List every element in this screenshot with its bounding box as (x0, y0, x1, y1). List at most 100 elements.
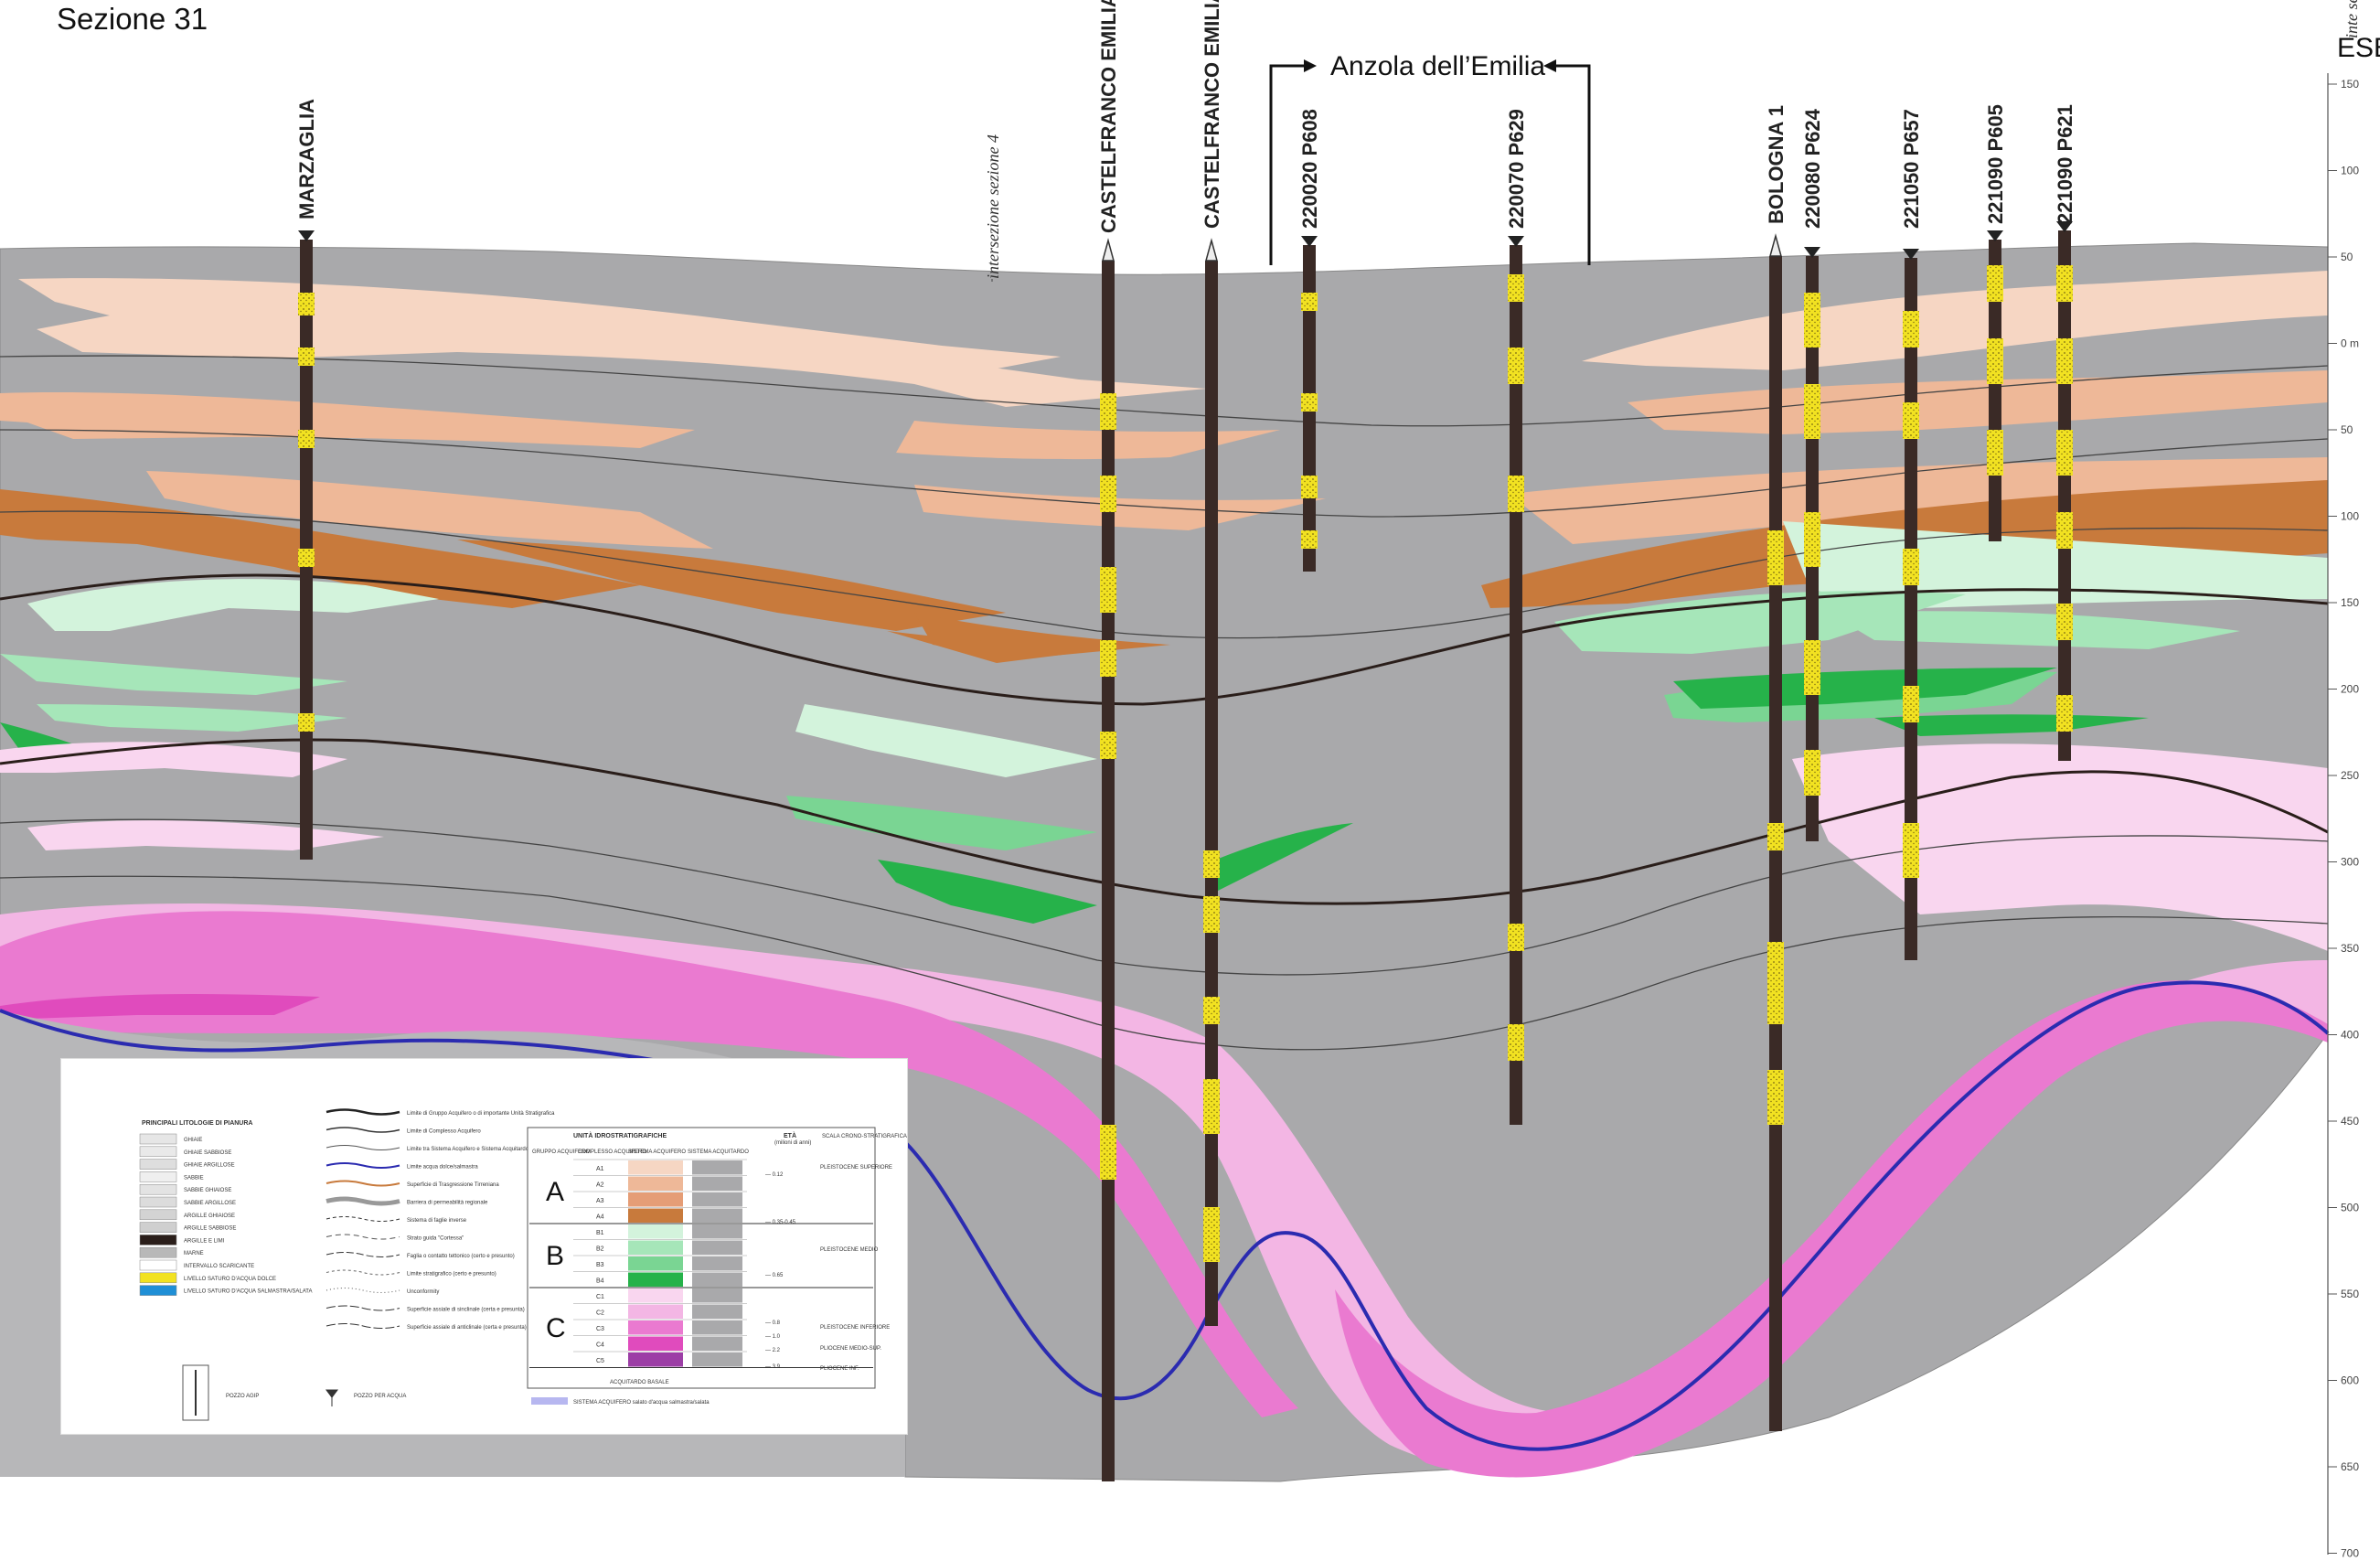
unit-a2-lens (146, 471, 713, 549)
unit-swatch (628, 1353, 683, 1367)
thin-limit-line (0, 429, 2329, 518)
aquitard-swatch (692, 1160, 742, 1175)
line-symbol-list: Limite di Gruppo Acquifero o di importan… (326, 1108, 555, 1331)
age-value: — 0.35-0.45 (765, 1220, 796, 1225)
unit-b3-lens (786, 796, 1097, 850)
unit-a2-lens (914, 485, 1326, 530)
unit-c1-band (27, 820, 384, 850)
scale-tick-label: 50 (2341, 251, 2353, 263)
well-sand-interval (1903, 311, 1919, 347)
agip-well-symbol (182, 1364, 209, 1421)
water-well-head-icon (1804, 247, 1820, 258)
aquitard-swatch (692, 1272, 742, 1287)
unit-a4-lens (457, 540, 1006, 631)
water-well-head-icon (1987, 230, 2003, 241)
line-symbol-label: Unconformity (407, 1289, 439, 1295)
well-name-label: 220080 P624 (1801, 108, 1824, 229)
scale-tick-label: 100 (2341, 510, 2359, 523)
well-name-label: 220070 P629 (1505, 109, 1528, 229)
agip-well-label: POZZO AGIP (226, 1394, 259, 1399)
well-sand-interval (1767, 1070, 1784, 1125)
water-well-head-icon (2056, 221, 2073, 232)
well-sand-interval (298, 293, 315, 315)
line-symbol (326, 1252, 400, 1257)
well-7: 220080 P624 (1801, 108, 1824, 841)
well-4: 220020 P608 (1298, 109, 1321, 572)
lithology-swatch (139, 1159, 177, 1170)
aquitard-swatch (692, 1320, 742, 1335)
units-rows: A1 A2 A3 A4 B1 B2 B3 B4 C1 C2 C3 C4 C5 A B C — 0.12 — 0.3… (529, 1159, 892, 1372)
scale-tick-label: 250 (2341, 769, 2359, 782)
well-sand-interval (1767, 530, 1784, 585)
lithology-swatch (139, 1285, 177, 1296)
unit-a2-lens (1628, 370, 2328, 434)
units-col-header: SISTEMA ACQUITARDO (688, 1149, 749, 1155)
unit-b1-lens (27, 579, 439, 631)
line-symbol-label: Strato guida "Cortessa" (407, 1236, 464, 1242)
unit-b1-lens (795, 704, 1097, 777)
scale-tick-label: 500 (2341, 1202, 2359, 1214)
units-title: UNITÀ IDROSTRATIGRAFICHE (573, 1131, 667, 1139)
lithology-label: SABBIE ARGILLOSE (184, 1201, 236, 1206)
well-sand-interval (1301, 293, 1318, 311)
scale-tick-label: 50 (2341, 423, 2353, 436)
line-symbol-label: Superficie assiale di anticlinale (certa… (407, 1325, 527, 1331)
agip-derrick-icon (1205, 238, 1218, 262)
well-sand-interval (1903, 686, 1919, 722)
chrono-label: PLEISTOCENE INFERIORE (820, 1325, 890, 1331)
well-6: BOLOGNA 1 (1765, 105, 1788, 1431)
gruppo-b-base-line (0, 738, 2329, 905)
well-sand-interval (1203, 1079, 1220, 1134)
water-well-icon (326, 1389, 338, 1406)
eta-title: ETÀ (784, 1131, 796, 1139)
lithology-swatch (139, 1235, 177, 1246)
well-sand-interval (1100, 1125, 1116, 1180)
direction-label: ESE (2337, 33, 2380, 63)
line-symbol-label: Barriera di permeabilità regionale (407, 1201, 488, 1206)
unit-b2-lens (1829, 611, 2240, 649)
group-letter: C (546, 1313, 566, 1343)
group-letter: B (546, 1241, 564, 1271)
unit-c1-band (0, 742, 347, 777)
unit-code: B1 (596, 1230, 604, 1236)
well-log-column (1205, 261, 1218, 1326)
lithology-label: ARGILLE GHIAIOSE (184, 1214, 235, 1219)
well-sand-interval (1804, 293, 1820, 347)
age-value: — 2.2 (765, 1348, 781, 1353)
line-symbol-label: Limite di Complesso Acquifero (407, 1129, 481, 1135)
aquitard-swatch (692, 1288, 742, 1303)
well-sand-interval (2056, 695, 2073, 732)
well-sand-interval (1508, 347, 1524, 384)
scale-tick-label: 300 (2341, 856, 2359, 869)
aquitard-swatch (692, 1192, 742, 1207)
well-sand-interval (1301, 476, 1318, 498)
line-symbol (326, 1234, 400, 1240)
age-value: — 3.9 (765, 1364, 781, 1370)
scale-tick-label: 150 (2341, 78, 2359, 91)
lithology-swatch (139, 1222, 177, 1233)
lithology-label: GHIAIE ARGILLOSE (184, 1163, 235, 1169)
water-well-head-icon (1301, 236, 1318, 247)
lithology-label: ARGILLE SABBIOSE (184, 1226, 236, 1232)
lithology-swatch (139, 1183, 177, 1195)
scale-tick-label: 150 (2341, 596, 2359, 609)
line-symbol (326, 1323, 400, 1329)
scale-tick-label: 450 (2341, 1115, 2359, 1128)
unit-swatch (628, 1176, 683, 1191)
lithology-label: LIVELLO SATURO D'ACQUA SALMASTRA/SALATA (184, 1289, 313, 1295)
lithology-label: GHIAIE SABBIOSE (184, 1150, 231, 1156)
line-symbol-label: Limite di Gruppo Acquifero o di importan… (407, 1111, 555, 1117)
unit-b2-lens (0, 654, 347, 695)
well-sand-interval (1203, 1207, 1220, 1262)
lithology-swatch (139, 1133, 177, 1145)
well-name-label: 221090 P605 (1984, 104, 2007, 224)
line-symbol-label: Limite acqua dolce/salmastra (407, 1165, 478, 1171)
well-9: 221090 P605 (1984, 104, 2007, 541)
chrono-label: PLEISTOCENE MEDIO (820, 1247, 879, 1253)
scale-tick-label: 700 (2341, 1547, 2359, 1560)
unit-swatch (628, 1304, 683, 1319)
well-name-label: MARZAGLIA (295, 99, 318, 219)
aquitard-swatch (692, 1208, 742, 1223)
